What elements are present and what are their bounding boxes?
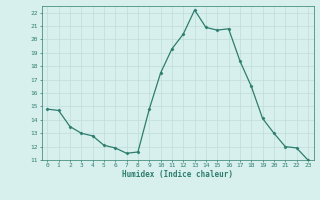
X-axis label: Humidex (Indice chaleur): Humidex (Indice chaleur) (122, 170, 233, 179)
